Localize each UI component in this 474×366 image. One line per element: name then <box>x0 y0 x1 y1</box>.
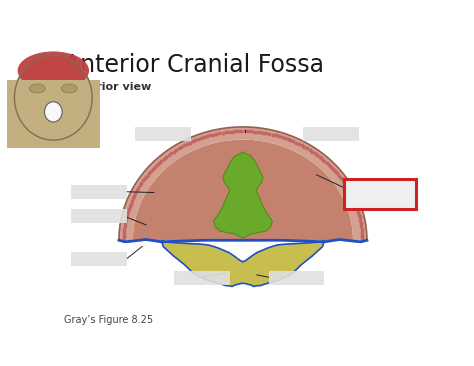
Bar <box>71 185 127 199</box>
Bar <box>71 209 127 223</box>
Bar <box>135 127 191 141</box>
Bar <box>345 179 416 209</box>
Bar <box>268 271 324 285</box>
Ellipse shape <box>29 84 46 93</box>
Text: Anterior Cranial Fossa: Anterior Cranial Fossa <box>64 53 324 77</box>
Ellipse shape <box>61 84 77 93</box>
Polygon shape <box>133 140 353 240</box>
Bar <box>71 252 127 266</box>
Polygon shape <box>213 152 273 238</box>
Text: Superior view: Superior view <box>65 82 152 93</box>
Ellipse shape <box>18 52 89 90</box>
Ellipse shape <box>45 102 62 122</box>
FancyBboxPatch shape <box>7 79 100 148</box>
Bar <box>303 127 359 141</box>
Bar <box>174 271 230 285</box>
Polygon shape <box>119 127 367 240</box>
Ellipse shape <box>15 55 92 140</box>
Text: Gray’s Figure 8.25: Gray’s Figure 8.25 <box>64 315 153 325</box>
Polygon shape <box>162 240 324 287</box>
